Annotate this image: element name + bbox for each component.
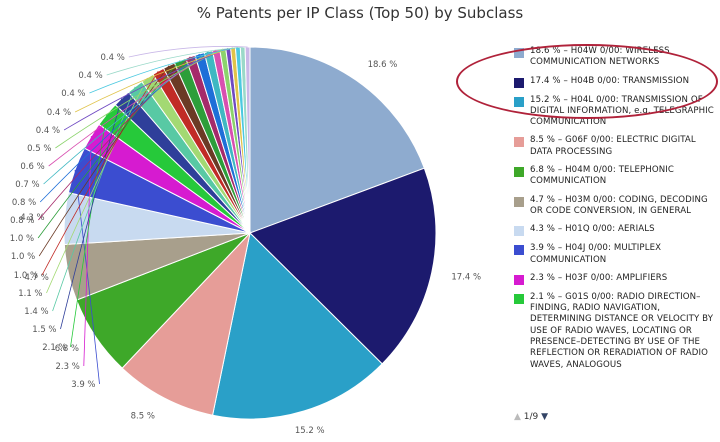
slice-label: 8.5 % <box>131 412 155 422</box>
connector-line <box>83 135 92 367</box>
legend-swatch <box>514 96 524 107</box>
pie-slice[interactable] <box>249 167 437 365</box>
legend-label: 2.1 % – G01S 0/00: RADIO DIRECTION–FINDI… <box>530 291 714 370</box>
slice-label: 1.4 % <box>24 307 48 317</box>
pie-slice[interactable] <box>249 46 425 234</box>
slice-label: 0.4 % <box>61 89 85 99</box>
slice-label: 0.8 % <box>10 216 34 226</box>
slice-label: 0.8 % <box>12 198 36 208</box>
connector-line <box>70 114 108 348</box>
connector-line <box>89 47 238 94</box>
legend-label: 2.3 % – H03F 0/00: AMPLIFIERS <box>530 272 668 283</box>
slice-label: 17.4 % <box>451 272 481 282</box>
legend-item[interactable]: 2.3 % – H03F 0/00: AMPLIFIERS <box>504 273 716 285</box>
pie-slice[interactable] <box>212 231 383 420</box>
legend-item[interactable]: 15.2 % – H04L 0/00: TRANSMISSION OF DIGI… <box>504 95 716 129</box>
legend-label: 15.2 % – H04L 0/00: TRANSMISSION OF DIGI… <box>530 94 714 128</box>
legend-item[interactable]: 17.4 % – H04B 0/00: TRANSMISSION <box>504 76 716 88</box>
legend-swatch <box>514 226 524 237</box>
slice-label: 0.7 % <box>15 180 39 190</box>
legend-item[interactable]: 4.7 % – H03M 0/00: CODING, DECODING OR C… <box>504 195 716 218</box>
slice-label: 4.3 % <box>20 213 44 223</box>
slice-label: 2.1 % <box>42 343 66 353</box>
legend-item[interactable]: 6.8 % – H04M 0/00: TELEPHONIC COMMUNICAT… <box>504 165 716 188</box>
legend-item[interactable]: 18.6 % – H04W 0/00: WIRELESS COMMUNICATI… <box>504 46 716 69</box>
legend-swatch <box>514 167 524 178</box>
slice-label: 3.9 % <box>71 380 95 390</box>
legend-swatch <box>514 196 524 207</box>
legend-pager: ▲ 1/9 ▼ <box>514 412 549 422</box>
chart-title: % Patents per IP Class (Top 50) by Subcl… <box>196 4 524 22</box>
legend-swatch <box>514 77 524 88</box>
legend-swatch <box>514 293 524 304</box>
legend-label: 4.3 % – H01Q 0/00: AERIALS <box>530 224 655 235</box>
connector-line <box>43 51 209 185</box>
legend-item[interactable]: 3.9 % – H04J 0/00: MULTIPLEX COMMUNICATI… <box>504 243 716 266</box>
connector-line <box>128 46 248 58</box>
slice-label: 6.8 % <box>55 344 79 354</box>
slice-label: 2.3 % <box>56 362 80 372</box>
legend-label: 17.4 % – H04B 0/00: TRANSMISSION <box>530 75 690 86</box>
slice-label: 0.5 % <box>27 144 51 154</box>
legend-label: 8.5 % – G06F 0/00: ELECTRIC DIGITAL DATA… <box>530 135 696 157</box>
slice-label: 0.4 % <box>47 108 71 118</box>
legend-item[interactable]: 4.3 % – H01Q 0/00: AERIALS <box>504 224 716 237</box>
legend-page-number: 1/9 <box>523 412 539 422</box>
legend-label: 3.9 % – H04J 0/00: MULTIPLEX COMMUNICATI… <box>530 243 662 265</box>
page-up-icon[interactable]: ▲ <box>514 412 521 422</box>
slice-label: 1.0 % <box>14 271 38 281</box>
legend-swatch <box>514 245 524 256</box>
connector-line <box>41 70 159 276</box>
connector-line <box>38 56 191 221</box>
legend-swatch <box>514 137 524 148</box>
slice-label: 0.4 % <box>78 71 102 81</box>
legend-item[interactable]: 8.5 % – G06F 0/00: ELECTRIC DIGITAL DATA… <box>504 135 716 158</box>
pie-slice[interactable] <box>121 231 251 416</box>
connector-line <box>52 86 136 312</box>
slice-label: 1.5 % <box>32 325 56 335</box>
page-down-icon[interactable]: ▼ <box>541 412 549 422</box>
connector-line <box>38 65 170 257</box>
slice-label: 15.2 % <box>295 426 325 436</box>
slice-label: 0.6 % <box>20 162 44 172</box>
connector-line <box>60 98 123 330</box>
connector-line <box>74 47 234 113</box>
legend: 18.6 % – H04W 0/00: WIRELESS COMMUNICATI… <box>504 46 716 441</box>
legend-label: 4.7 % – H03M 0/00: CODING, DECODING OR C… <box>530 194 708 216</box>
connector-line <box>63 47 229 131</box>
legend-label: 6.8 % – H04M 0/00: TELEPHONIC COMMUNICAT… <box>530 165 674 187</box>
legend-swatch <box>514 48 524 58</box>
slice-label: 0.4 % <box>101 53 125 63</box>
slice-label: 0.4 % <box>36 126 60 136</box>
connector-line <box>39 53 200 203</box>
legend-label: 18.6 % – H04W 0/00: WIRELESS COMMUNICATI… <box>530 46 670 68</box>
pie-chart: 18.6 % 17.4 % 15.2 % 8.5 % 6.8 % 4.7 % 4.3 % 3.… <box>10 46 481 436</box>
connector-line <box>106 46 243 76</box>
legend-swatch <box>514 274 524 285</box>
connector-line <box>46 77 148 294</box>
slice-label: 18.6 % <box>368 60 398 70</box>
connector-line <box>74 169 100 385</box>
slice-label: 4.7 % <box>25 273 49 283</box>
slice-label: 1.0 % <box>11 252 35 262</box>
slice-label: 1.1 % <box>18 289 42 299</box>
slice-label: 1.0 % <box>10 234 34 244</box>
legend-item[interactable]: 2.1 % – G01S 0/00: RADIO DIRECTION–FINDI… <box>504 292 716 371</box>
